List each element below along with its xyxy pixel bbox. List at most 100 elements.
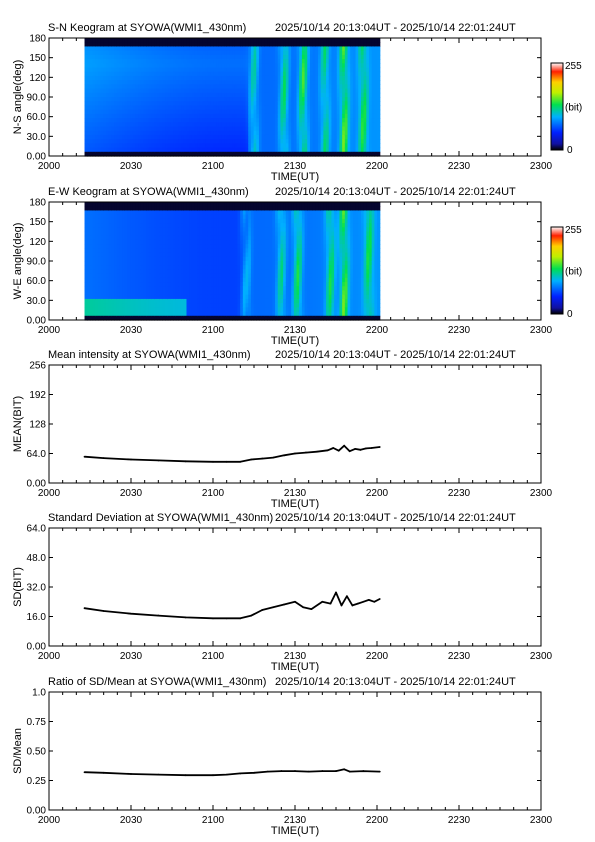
keogram-cell [175,235,180,241]
keogram-cell [261,109,265,115]
keogram-cell [140,315,145,321]
keogram-cell [103,130,107,136]
keogram-cell [183,126,188,132]
keogram-cell [170,227,174,233]
keogram-cell [218,63,222,69]
keogram-cell [320,67,324,73]
keogram-cell [111,282,115,287]
keogram-cell [132,231,137,237]
keogram-cell [140,202,145,207]
keogram-cell [189,143,193,149]
keogram-cell [183,147,188,153]
keogram-cell [205,101,209,107]
keogram-cell [165,147,169,153]
keogram-cell [89,223,94,228]
keogram-cell [315,46,319,52]
keogram-cell [84,84,88,90]
keogram-cell [339,147,343,153]
keogram-cell [159,88,163,94]
keogram-cell [108,269,112,275]
keogram-cell [202,54,206,60]
keogram-cell [191,80,196,85]
keogram-cell [232,235,236,241]
keogram-cell [202,277,206,283]
keogram-cell [114,88,118,94]
keogram-cell [301,134,306,140]
keogram-cell [159,290,163,296]
keogram-cell [312,139,316,144]
keogram-cell [237,80,241,85]
keogram-cell [143,84,147,90]
keogram-cell [207,38,212,43]
keogram-cell [173,286,177,292]
keogram-cell [181,311,185,317]
keogram-cell [154,277,158,283]
keogram-cell [170,151,174,157]
keogram-cell [100,315,104,321]
keogram-cell [280,80,284,85]
keogram-cell [84,311,88,317]
keogram-cell [97,218,102,224]
keogram-cell [89,206,94,212]
keogram-cell [213,118,217,123]
keogram-cell [116,134,121,140]
keogram-cell [116,122,121,128]
keogram-cell [127,101,131,107]
keogram-cell [148,265,153,271]
keogram-cell [114,244,118,249]
keogram-cell [143,113,147,119]
keogram-cell [237,54,241,60]
keogram-cell [283,109,287,115]
keogram-cell [100,248,104,254]
keogram-cell [226,59,231,64]
keogram-cell [374,143,378,149]
keogram-cell [277,139,282,144]
keogram-cell [159,134,163,140]
keogram-cell [331,130,335,136]
keogram-cell [283,50,287,56]
keogram-cell [111,315,115,321]
keogram-cell [234,130,239,136]
keogram-cell [237,88,241,94]
keogram-cell [146,54,150,60]
keogram-cell [237,206,241,212]
keogram-cell [224,109,228,115]
keogram-cell [216,261,220,266]
keogram-cell [189,307,193,313]
keogram-cell [240,143,244,149]
keogram-cell [148,118,153,123]
keogram-cell [106,42,110,48]
keogram-cell [191,101,196,107]
keogram-cell [135,97,139,102]
keogram-cell [189,97,193,102]
keogram-cell [181,105,185,111]
keogram-cell [111,206,115,212]
keogram-cell [272,75,276,81]
keogram-cell [269,143,273,149]
keogram-cell [89,231,94,237]
keogram-cell [245,109,249,115]
keogram-cell [299,151,303,157]
keogram-cell [159,261,163,266]
keogram-cell [267,130,271,136]
keogram-cell [178,214,182,220]
keogram-cell [232,206,236,212]
keogram-cell [178,273,182,279]
keogram-cell [103,235,107,241]
keogram-cell [288,50,292,56]
keogram-cell [108,122,112,128]
keogram-cell [264,97,268,102]
keogram-cell [328,126,333,132]
keogram-cell [221,84,225,90]
keogram-cell [186,151,190,157]
keogram-cell [234,67,239,73]
keogram-cell [205,151,209,157]
keogram-cell [371,113,375,119]
keogram-cell [143,315,147,321]
keogram-cell [256,71,260,77]
keogram-cell [135,256,139,262]
keogram-cell [140,277,145,283]
keogram-cell [226,139,231,144]
keogram-cell [242,75,247,81]
keogram-cell [334,118,338,123]
